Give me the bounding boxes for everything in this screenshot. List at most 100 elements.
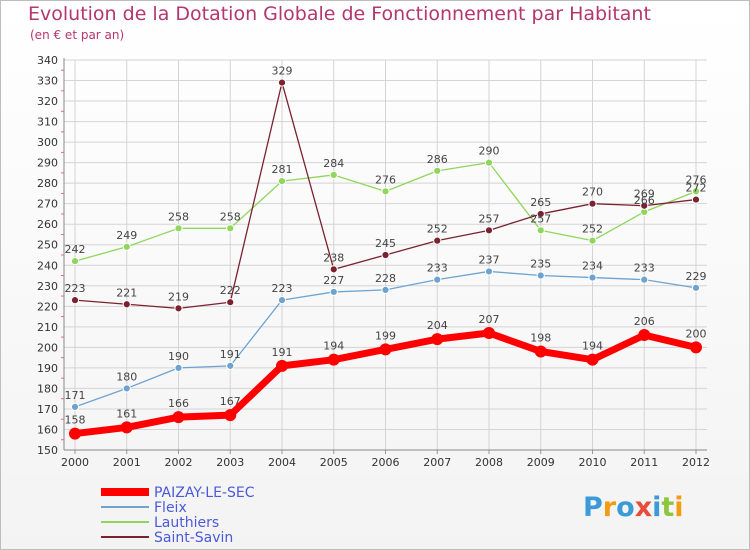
data-label-saint-savin: 269 bbox=[634, 188, 655, 201]
data-label-paizay-le-sec: 167 bbox=[220, 395, 241, 408]
logo-letter: x bbox=[635, 492, 652, 523]
data-point-paizay-le-sec bbox=[172, 411, 185, 424]
y-tick-label: 330 bbox=[37, 75, 58, 88]
data-label-paizay-le-sec: 158 bbox=[65, 414, 86, 427]
data-label-fleix: 228 bbox=[375, 272, 396, 285]
axes: 150 160 170 180 190 200 210 220 230 240 250 260 270 2… bbox=[37, 54, 710, 469]
data-label-fleix: 180 bbox=[116, 370, 137, 383]
data-label-lauthiers: 252 bbox=[582, 223, 603, 236]
data-label-lauthiers: 257 bbox=[530, 212, 551, 225]
logo-letter: P bbox=[583, 492, 603, 523]
y-tick-label: 190 bbox=[37, 362, 58, 375]
data-label-saint-savin: 265 bbox=[530, 196, 551, 209]
data-label-fleix: 235 bbox=[530, 258, 551, 271]
chart-subtitle: (en € et par an) bbox=[30, 28, 125, 42]
x-tick-label: 2000 bbox=[61, 456, 89, 469]
data-point-saint-savin bbox=[536, 209, 545, 219]
data-point-paizay-le-sec bbox=[224, 409, 237, 422]
data-point-paizay-le-sec bbox=[276, 359, 288, 372]
data-label-saint-savin: 222 bbox=[220, 284, 241, 297]
y-tick-label: 270 bbox=[37, 198, 58, 211]
data-label-fleix: 190 bbox=[168, 350, 189, 363]
data-label-saint-savin: 329 bbox=[272, 65, 293, 78]
data-point-fleix bbox=[484, 267, 494, 276]
x-tick-label: 2010 bbox=[579, 456, 607, 469]
data-label-fleix: 171 bbox=[65, 389, 86, 402]
x-tick-label: 2001 bbox=[113, 456, 141, 469]
data-point-saint-savin bbox=[381, 250, 390, 260]
data-labels: 171 180 190 191 223 227 228 233 237 235 234 233 229 2… bbox=[65, 65, 707, 427]
data-point-fleix bbox=[433, 275, 442, 284]
data-point-lauthiers bbox=[226, 224, 235, 233]
data-point-fleix bbox=[588, 273, 597, 282]
data-label-fleix: 191 bbox=[220, 348, 241, 361]
logo-letter: o bbox=[616, 492, 635, 523]
data-label-lauthiers: 258 bbox=[168, 210, 189, 223]
data-point-fleix bbox=[329, 287, 338, 297]
data-point-lauthiers bbox=[122, 242, 131, 251]
y-tick-label: 200 bbox=[37, 341, 58, 354]
y-tick-label: 160 bbox=[37, 423, 58, 436]
y-tick-label: 320 bbox=[37, 95, 58, 108]
data-point-fleix bbox=[691, 283, 701, 292]
data-label-saint-savin: 221 bbox=[116, 286, 137, 299]
proxiti-logo: Proxiti bbox=[583, 492, 684, 523]
data-point-lauthiers bbox=[484, 158, 494, 167]
data-point-saint-savin bbox=[329, 265, 338, 274]
data-label-saint-savin: 245 bbox=[375, 237, 396, 250]
data-point-saint-savin bbox=[70, 296, 80, 305]
series-lines bbox=[69, 78, 702, 440]
data-label-lauthiers: 281 bbox=[272, 163, 293, 176]
data-label-lauthiers: 276 bbox=[686, 173, 707, 186]
y-tick-label: 180 bbox=[37, 382, 58, 395]
grid-lines bbox=[64, 59, 707, 451]
data-label-paizay-le-sec: 198 bbox=[530, 331, 551, 344]
y-tick-label: 260 bbox=[37, 218, 58, 231]
data-point-fleix bbox=[174, 363, 183, 372]
data-point-paizay-le-sec bbox=[69, 427, 81, 440]
data-label-fleix: 233 bbox=[634, 262, 655, 275]
data-label-paizay-le-sec: 191 bbox=[272, 346, 293, 359]
y-tick-label: 290 bbox=[37, 157, 58, 170]
y-tick-label: 310 bbox=[37, 116, 58, 129]
x-tick-label: 2007 bbox=[423, 456, 451, 469]
x-tick-label: 2004 bbox=[268, 456, 296, 469]
data-label-fleix: 234 bbox=[582, 260, 603, 273]
data-point-fleix bbox=[640, 275, 649, 284]
data-label-saint-savin: 238 bbox=[323, 251, 344, 264]
chart-title: Evolution de la Dotation Globale de Fonc… bbox=[28, 3, 651, 25]
data-point-lauthiers bbox=[381, 187, 390, 196]
data-point-lauthiers bbox=[329, 170, 338, 180]
y-tick-label: 280 bbox=[37, 177, 58, 190]
data-label-lauthiers: 266 bbox=[634, 194, 655, 207]
data-point-paizay-le-sec bbox=[327, 353, 340, 366]
data-label-paizay-le-sec: 161 bbox=[116, 407, 137, 420]
y-tick-label: 250 bbox=[37, 239, 58, 252]
data-label-fleix: 229 bbox=[686, 270, 707, 283]
y-tick-label: 300 bbox=[37, 136, 58, 149]
data-point-saint-savin bbox=[277, 78, 287, 87]
data-label-fleix: 223 bbox=[272, 282, 293, 295]
legend-label-saint-savin: Saint-Savin bbox=[154, 530, 233, 546]
legend-label-lauthiers: Lauthiers bbox=[154, 515, 219, 531]
data-label-paizay-le-sec: 194 bbox=[582, 340, 603, 353]
y-tick-label: 340 bbox=[37, 54, 58, 67]
data-label-fleix: 237 bbox=[479, 253, 500, 266]
data-point-paizay-le-sec bbox=[431, 333, 444, 346]
data-point-fleix bbox=[381, 285, 390, 294]
data-label-saint-savin: 223 bbox=[65, 282, 86, 295]
x-tick-label: 2006 bbox=[372, 456, 400, 469]
data-label-lauthiers: 258 bbox=[220, 210, 241, 223]
data-point-saint-savin bbox=[226, 298, 235, 307]
data-label-paizay-le-sec: 204 bbox=[427, 319, 448, 332]
x-tick-label: 2008 bbox=[475, 456, 503, 469]
data-point-fleix bbox=[122, 384, 131, 393]
data-point-paizay-le-sec bbox=[690, 341, 702, 354]
data-point-paizay-le-sec bbox=[638, 329, 651, 342]
data-point-lauthiers bbox=[174, 224, 183, 233]
data-label-paizay-le-sec: 206 bbox=[634, 315, 655, 328]
data-point-lauthiers bbox=[588, 236, 597, 245]
data-label-lauthiers: 249 bbox=[116, 229, 137, 242]
data-point-paizay-le-sec bbox=[586, 353, 599, 366]
